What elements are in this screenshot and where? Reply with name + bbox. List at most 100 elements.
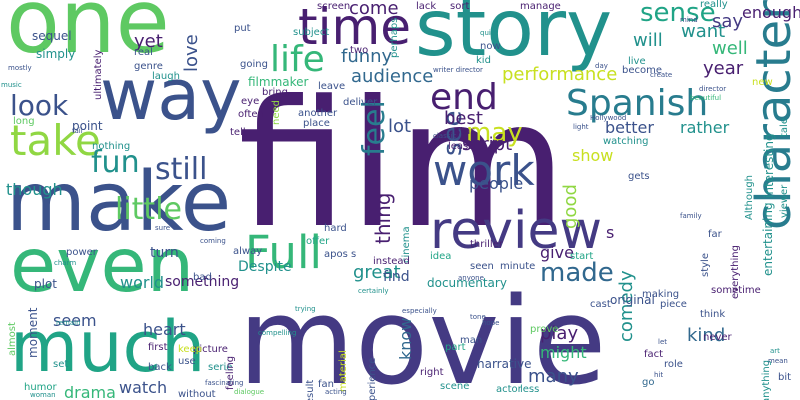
word-point: point [72, 119, 103, 133]
word-mind: mind [680, 16, 698, 24]
word-might: might [540, 343, 587, 362]
word-still: still [155, 152, 208, 187]
word-play: play [540, 323, 579, 344]
word-want: want [681, 21, 726, 42]
word-instead: instead [373, 256, 410, 267]
word-compelling: compelling [258, 329, 297, 337]
word-bad: bad [193, 272, 212, 283]
word-filmmaker: filmmaker [248, 75, 309, 89]
word-viewer: viewer [779, 184, 790, 218]
word-fun: fun [91, 145, 140, 180]
word-power: power [66, 247, 97, 258]
word-lack: lack [416, 1, 437, 12]
word-gets: gets [628, 171, 650, 182]
word-great: great [353, 262, 401, 283]
word-offer: offer [306, 236, 330, 247]
word-take: take [10, 116, 101, 165]
word-better: better [605, 118, 654, 137]
word-watching: watching [603, 136, 649, 147]
word-going: going [240, 59, 268, 70]
word-even: even [10, 221, 195, 309]
word-style: style [700, 253, 711, 277]
word-first: first [148, 342, 168, 353]
word-watch: watch [119, 378, 168, 397]
word-although: Although [744, 174, 755, 220]
word-work: work [433, 146, 535, 195]
word-start: start [570, 251, 594, 262]
word-moment: moment [26, 307, 40, 358]
word-really: really [700, 0, 728, 10]
word-fan: fan [318, 379, 334, 390]
word-apos-s: apos s [324, 249, 357, 260]
word-thriller: thriller [470, 239, 503, 250]
word-know: know [396, 317, 415, 360]
word-review: review [430, 201, 602, 261]
word-think: think [700, 309, 726, 320]
word-find: find [383, 269, 410, 285]
word-never: never [703, 332, 732, 343]
word-well: well [712, 38, 748, 59]
word-new: new [752, 77, 773, 88]
word-back: back [148, 362, 172, 373]
word-picture: picture [193, 344, 228, 355]
word-time: time [298, 0, 411, 56]
word-movie: movie [238, 273, 607, 400]
word-make: make [6, 155, 232, 250]
word-especially: especially [402, 307, 437, 315]
word-least: least [448, 141, 473, 152]
word-hit: hit [654, 371, 664, 379]
word-world: world [120, 273, 165, 292]
word-year: year [703, 58, 744, 79]
word-subject: subject [293, 27, 330, 38]
word-music: music [1, 81, 22, 89]
word-sure: sure [155, 224, 171, 232]
word-man: man [460, 335, 483, 346]
word-nothing: nothing [92, 141, 131, 152]
word-deliver: deliver [343, 97, 378, 108]
word-part: part [445, 342, 466, 353]
word-s: s [606, 223, 615, 242]
word-classic: classic [433, 132, 457, 140]
word-sometime: sometime [711, 285, 761, 296]
word-fail: fail [72, 127, 83, 135]
word-go: go [642, 377, 655, 388]
word-kid: kid [476, 55, 491, 66]
word-way: way [100, 54, 242, 136]
word-making: making [642, 289, 680, 300]
word-anything: anything [761, 359, 772, 400]
word-entertaining: entertaining [761, 202, 775, 276]
word-genre: genre [134, 61, 163, 72]
word-leave: leave [318, 81, 346, 92]
word-material: material [338, 350, 349, 392]
word-trying: trying [295, 305, 316, 313]
word-many: many [528, 366, 579, 387]
word-certainly: certainly [358, 287, 389, 295]
word-scene: scene [440, 381, 470, 392]
word-say: say [712, 11, 744, 32]
word-made: made [540, 258, 614, 288]
word-anyone: anyone [458, 274, 484, 282]
word-thing: thing [371, 192, 395, 244]
word-day: day [595, 62, 608, 70]
word-life: life [270, 39, 325, 80]
word-set: set [53, 359, 69, 370]
word-writer-director: writer director [433, 66, 483, 74]
word-another: another [298, 108, 338, 119]
word-coming: coming [200, 237, 226, 245]
word-love: love [181, 34, 202, 72]
word-role: role [664, 359, 683, 370]
word-minute: minute [500, 261, 536, 272]
word-show: show [572, 146, 614, 165]
word-enough: enough [742, 3, 800, 22]
word-often: often [238, 109, 264, 120]
word-without: without [178, 389, 216, 400]
word-though: though [6, 180, 63, 199]
word-seem: seem [53, 311, 97, 330]
word-funny: funny [341, 46, 393, 67]
word-alway: alway [233, 246, 263, 257]
word-light: light [573, 123, 589, 131]
word-woman: woman [30, 391, 56, 399]
word-quite: quite [480, 29, 498, 37]
word-almost: almost [7, 322, 18, 356]
